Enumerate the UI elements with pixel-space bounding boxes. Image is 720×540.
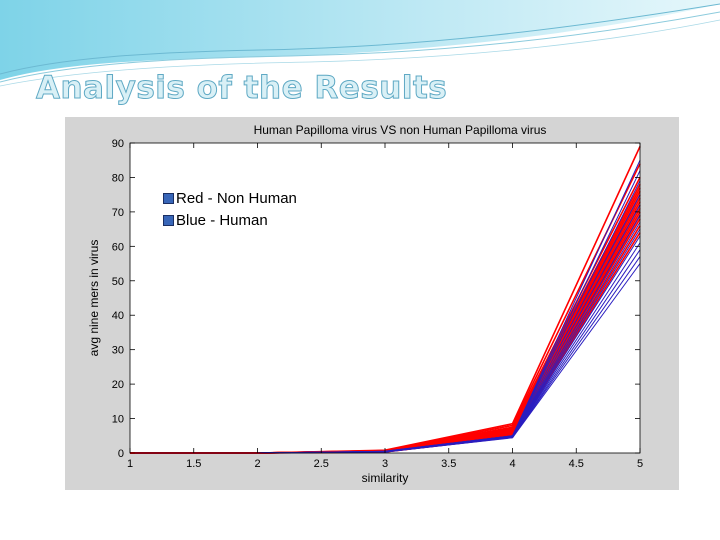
legend-bullet-icon [163,193,174,204]
plot-area [130,143,640,453]
y-tick-label: 70 [112,207,124,219]
x-tick-label: 1 [127,458,133,470]
y-tick-label: 80 [112,172,124,184]
x-tick-label: 3 [382,458,388,470]
y-tick-label: 0 [118,448,124,460]
y-tick-label: 20 [112,379,124,391]
y-tick-label: 40 [112,310,124,322]
slide-title: Analysis of the Results [35,70,448,107]
x-tick-label: 4 [509,458,515,470]
x-tick-label: 3.5 [441,458,456,470]
line-chart: 1 1.5 2 2.5 3 3.5 4 4.5 50102030405060708090Huma… [87,123,643,485]
chart-figure: 1 1.5 2 2.5 3 3.5 4 4.5 5 0 10 20 30 40 50 60 70 80 90 Huma… [65,117,679,490]
legend-item-non-human: Red - Non Human [163,190,297,207]
legend-item-human: Blue - Human [163,212,268,229]
legend-bullet-icon [163,215,174,226]
header-swoosh-decoration [0,0,720,87]
x-tick-label: 5 [637,458,643,470]
x-tick-label: 2.5 [314,458,329,470]
legend-label-non-human: Red - Non Human [176,190,297,207]
legend-label-human: Blue - Human [176,212,268,229]
x-tick-label: 2 [254,458,260,470]
x-axis-label: similarity [362,471,409,485]
y-axis-label: avg nine mers in virus [87,240,101,357]
chart-title: Human Papilloma virus VS non Human Papil… [254,123,547,137]
x-tick-label: 1.5 [186,458,201,470]
y-tick-label: 60 [112,241,124,253]
y-tick-label: 90 [112,138,124,150]
y-tick-label: 30 [112,345,124,357]
y-tick-label: 50 [112,276,124,288]
y-tick-label: 10 [112,414,124,426]
x-tick-label: 4.5 [569,458,584,470]
